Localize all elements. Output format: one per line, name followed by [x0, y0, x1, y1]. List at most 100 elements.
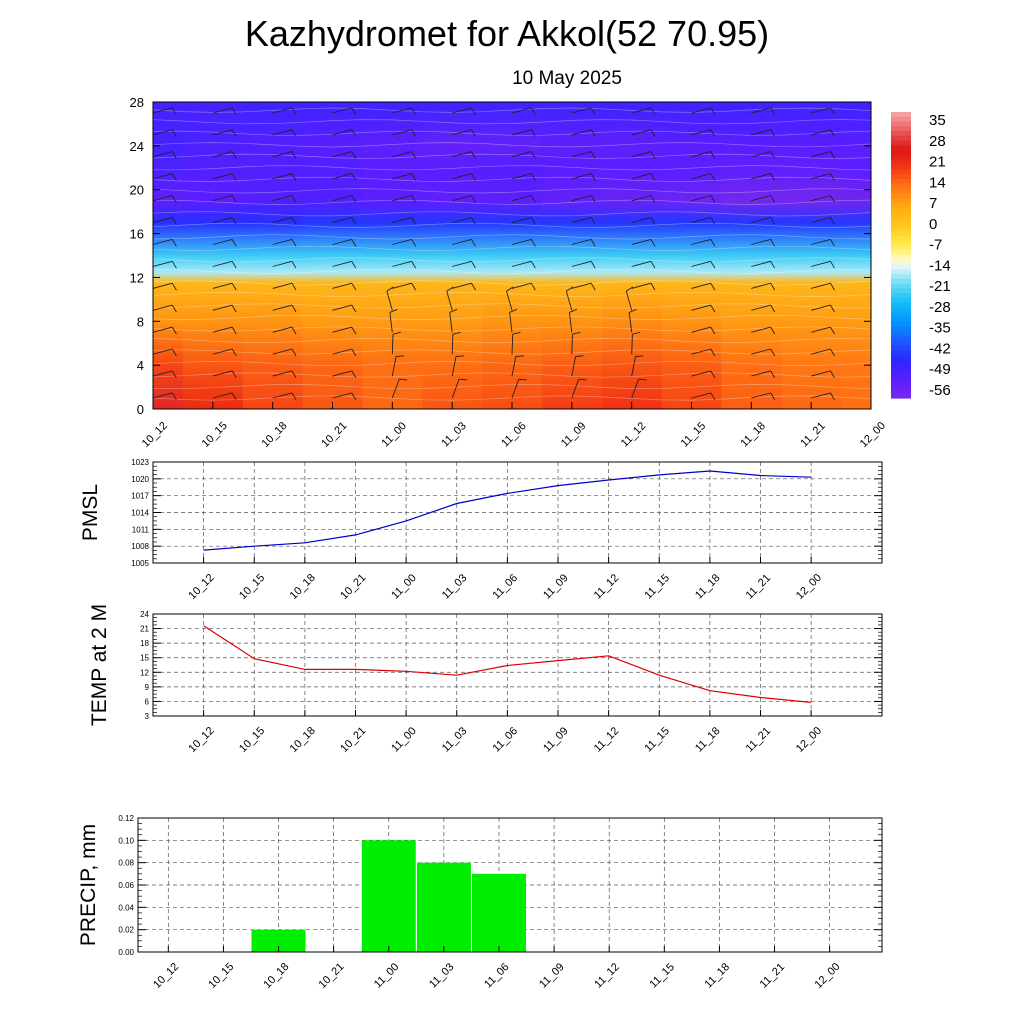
wind-barb — [392, 129, 412, 136]
wind-barb — [332, 238, 352, 245]
wind-barb-flag — [830, 129, 835, 137]
series-line — [203, 470, 812, 551]
wind-barb — [272, 326, 293, 333]
colorbar-label: 21 — [929, 154, 946, 171]
colorbar-swatch — [891, 178, 911, 185]
wind-barb — [212, 392, 233, 399]
wind-barb-flag — [530, 239, 536, 247]
wind-barb-flag — [509, 308, 518, 313]
wind-barb — [212, 282, 233, 289]
wind-barb-flag — [471, 261, 476, 269]
wind-barb — [751, 282, 771, 289]
y-tick-label: 18 — [140, 639, 149, 648]
heatmap-x-tick-label: 11_00 — [379, 420, 409, 450]
wind-barb — [691, 348, 711, 355]
wind-barb-flag — [291, 129, 297, 137]
x-tick-label: 11_12 — [592, 572, 622, 602]
wind-barb — [332, 326, 352, 333]
wind-barb — [870, 353, 871, 355]
wind-barb — [631, 216, 652, 224]
wind-barb — [332, 151, 352, 158]
y-tick-label: 0.08 — [118, 859, 134, 868]
heatmap-column — [422, 102, 484, 409]
wind-barb-flag — [291, 304, 297, 313]
wind-barb-flag — [231, 304, 237, 313]
x-tick-label: 11_21 — [758, 961, 788, 991]
colorbar-swatch — [891, 259, 911, 266]
wind-barb-flag — [171, 173, 177, 181]
colorbar-label: -56 — [929, 382, 951, 399]
wind-barb — [870, 287, 871, 289]
wind-barb — [870, 178, 871, 179]
heatmap-y-tick-label: 8 — [137, 314, 144, 329]
wind-barb — [751, 348, 771, 355]
wind-barb-flag — [530, 195, 536, 203]
wind-barb-flag — [710, 173, 716, 181]
wind-barb-flag — [291, 151, 297, 159]
wind-barb — [511, 379, 520, 399]
wind-barb — [392, 282, 412, 289]
wind-barb — [571, 260, 592, 267]
wind-barb-flag — [171, 304, 177, 313]
wind-barb — [332, 260, 352, 267]
wind-barb — [511, 356, 517, 377]
wind-barb-flag — [590, 217, 596, 225]
chart-subtitle: 10 May 2025 — [512, 68, 622, 89]
y-axis-label: PMSL — [79, 484, 102, 541]
wind-barb — [392, 260, 412, 267]
wind-barb-flag — [471, 217, 476, 225]
x-tick-label: 11_00 — [372, 961, 402, 991]
wind-barb-flag — [710, 261, 716, 269]
colorbar-label: -14 — [929, 257, 951, 274]
y-tick-label: 12 — [140, 668, 149, 677]
wind-barb — [691, 238, 711, 245]
contour-line — [153, 245, 871, 251]
colorbar-swatch — [891, 321, 911, 328]
x-tick-label: 11_00 — [389, 725, 419, 755]
wind-barb — [272, 107, 293, 114]
wind-barb-flag — [830, 195, 835, 203]
precip-panel: 0.00 0.02 0.04 0.06 0.08 0.10 0.12 10_12 10_15 10… — [77, 814, 883, 991]
wind-barb — [332, 348, 352, 355]
x-tick-label: 12_00 — [812, 961, 842, 991]
colorbar-swatch — [891, 274, 911, 280]
colorbar-swatch — [891, 278, 911, 285]
wind-barb-flag — [351, 392, 357, 401]
wind-barb-flag — [506, 286, 514, 292]
colorbar-swatch — [891, 126, 911, 132]
heatmap-x-tick-label: 10_15 — [200, 420, 230, 450]
wind-barb — [506, 290, 513, 311]
y-tick-label: 15 — [140, 654, 149, 663]
wind-barb-flag — [650, 107, 656, 115]
wind-barb-flag — [710, 282, 716, 291]
wind-barb — [272, 238, 293, 245]
wind-barb-flag — [590, 129, 596, 137]
y-tick-label: 1011 — [132, 525, 150, 534]
precip-bar — [251, 929, 306, 952]
wind-barb — [751, 195, 771, 202]
wind-barb — [272, 370, 293, 377]
x-tick-label: 10_12 — [186, 572, 216, 602]
x-tick-label: 11_06 — [482, 961, 512, 991]
colorbar-swatch — [891, 331, 911, 337]
wind-barb-flag — [650, 129, 656, 137]
y-tick-label: 1017 — [131, 492, 149, 501]
x-tick-label: 11_06 — [490, 725, 520, 755]
x-tick-label: 11_12 — [592, 725, 622, 755]
wind-barb — [811, 216, 831, 224]
wind-barb-flag — [590, 261, 596, 269]
wind-barb-flag — [770, 239, 776, 247]
wind-barb — [751, 370, 771, 377]
colorbar-swatch — [891, 140, 911, 146]
wind-barb — [811, 392, 831, 399]
colorbar-swatch — [891, 164, 911, 170]
wind-barb-flag — [386, 286, 394, 292]
colorbar-swatch — [891, 150, 911, 156]
wind-barb — [451, 356, 457, 377]
wind-barb-flag — [710, 304, 716, 313]
colorbar-label: 14 — [929, 174, 946, 191]
wind-barb-flag — [351, 261, 357, 269]
wind-barb — [811, 282, 831, 289]
contour-line — [153, 153, 871, 159]
wind-barb-flag — [411, 107, 417, 115]
